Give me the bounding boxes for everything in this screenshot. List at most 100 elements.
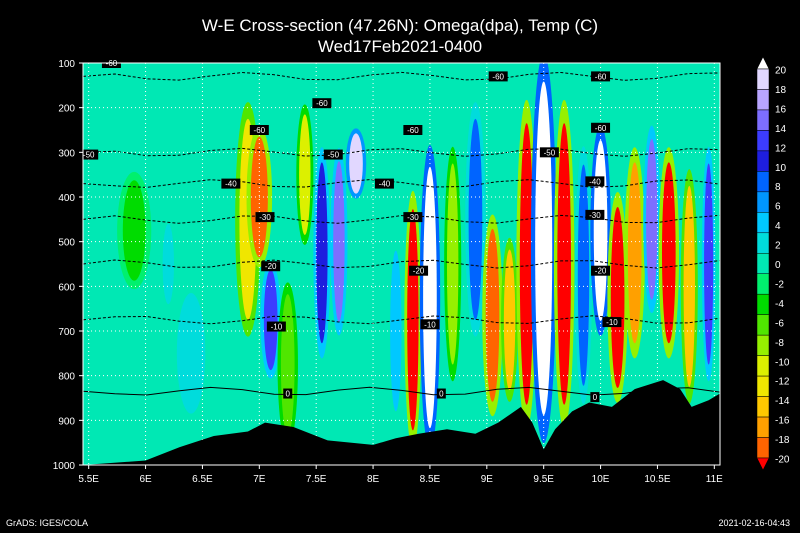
omega-band-core <box>299 114 311 235</box>
colorbar-swatch <box>756 89 770 111</box>
contour-label-box <box>261 261 281 272</box>
contour-label: -30 <box>589 211 601 220</box>
x-tick-label: 9E <box>481 474 494 485</box>
colorbar-label: 18 <box>775 85 787 96</box>
temperature-contour <box>83 386 720 396</box>
omega-band-core <box>519 123 534 405</box>
colorbar-swatch <box>756 253 770 274</box>
omega-band-core <box>610 207 625 388</box>
colorbar-label: -16 <box>775 416 790 427</box>
colorbar-label: -12 <box>775 377 790 388</box>
contour-label-box <box>221 178 241 189</box>
omega-band-core <box>349 133 363 194</box>
omega-band-core <box>577 164 590 386</box>
y-tick-label: 800 <box>58 372 75 383</box>
colorbar-label: 12 <box>775 143 787 154</box>
omega-band-core <box>503 249 516 391</box>
temperature-contour <box>83 179 720 188</box>
colorbar-label: -4 <box>775 299 784 310</box>
contour-label-box <box>602 317 622 328</box>
footer-credit: GrADS: IGES/COLA <box>6 518 89 528</box>
colorbar-swatch <box>756 109 770 131</box>
x-tick-label: 10E <box>592 474 610 485</box>
contour-label: -50 <box>544 148 556 157</box>
contour-label: -10 <box>271 323 283 332</box>
omega-band-core <box>407 209 419 431</box>
contour-label-box <box>255 212 275 223</box>
colorbar-swatch <box>756 191 770 213</box>
x-tick-label: 6.5E <box>192 474 213 485</box>
colorbar-swatch <box>756 56 770 70</box>
contour-label: -60 <box>595 72 607 81</box>
y-tick-label: 700 <box>58 327 75 338</box>
contour-label-box <box>591 122 611 133</box>
colorbar-swatch <box>756 68 770 90</box>
colorbar-swatch <box>756 416 770 438</box>
contour-label: -10 <box>606 318 618 327</box>
x-tick-label: 8E <box>367 474 380 485</box>
colorbar-swatch <box>756 212 770 234</box>
contour-label-box <box>585 209 605 220</box>
contour-label: -20 <box>413 267 425 276</box>
contour-label-box <box>283 388 293 399</box>
contour-label-box <box>488 71 508 82</box>
colorbar-label: -14 <box>775 396 790 407</box>
y-tick-label: 500 <box>58 238 75 249</box>
x-tick-label: 6E <box>139 474 152 485</box>
chart-subtitle: Wed17Feb2021-0400 <box>317 37 483 56</box>
omega-band-core <box>704 163 714 365</box>
contour-label: -60 <box>316 99 328 108</box>
contour-label: -40 <box>225 180 237 189</box>
contour-label: -60 <box>254 126 266 135</box>
terrain-silhouette <box>83 380 720 465</box>
colorbar-swatch <box>756 437 770 459</box>
omega-band-core <box>627 162 642 344</box>
plot-frame <box>82 62 721 466</box>
contour-label-box <box>312 98 332 109</box>
contour-label-box <box>409 265 429 276</box>
colorbar-swatch <box>756 355 770 377</box>
y-tick-label: 900 <box>58 416 75 427</box>
colorbar-label: -10 <box>775 357 790 368</box>
colorbar-label: 4 <box>775 221 781 232</box>
colorbar-label: 14 <box>775 124 787 135</box>
contour-label: 0 <box>593 393 598 402</box>
colorbar-label: -18 <box>775 435 790 446</box>
omega-band-core <box>316 162 328 344</box>
contour-label-box <box>420 319 440 330</box>
contour-label-box <box>590 392 600 403</box>
omega-band-core <box>423 166 437 429</box>
temperature-contour <box>83 259 720 269</box>
omega-band-core <box>162 223 174 305</box>
colorbar-label: -2 <box>775 279 784 290</box>
x-tick-label: 7E <box>253 474 266 485</box>
contour-label: -60 <box>595 124 607 133</box>
contour-label-box <box>539 147 559 158</box>
colorbar-swatch <box>756 171 770 193</box>
y-tick-label: 200 <box>58 104 75 115</box>
contour-label-box <box>585 176 605 187</box>
x-tick-label: 7.5E <box>306 474 327 485</box>
y-tick-label: 100 <box>58 59 75 70</box>
y-tick-label: 600 <box>58 282 75 293</box>
colorbar-label: 2 <box>775 241 781 252</box>
contour-label: -40 <box>379 180 391 189</box>
contour-label: -20 <box>595 267 607 276</box>
colorbar-label: 10 <box>775 163 787 174</box>
colorbar-label: -20 <box>775 455 790 466</box>
contour-label: -50 <box>83 151 95 160</box>
chart-title: W-E Cross-section (47.26N): Omega(dpa), … <box>201 16 599 35</box>
omega-band-core <box>683 185 695 387</box>
contour-label-box <box>266 321 286 332</box>
contour-label-box <box>436 388 446 399</box>
x-tick-label: 5.5E <box>78 474 99 485</box>
colorbar-swatch <box>756 293 770 315</box>
omega-band-core <box>535 81 553 416</box>
omega-band-core <box>485 228 500 402</box>
omega-band-core <box>557 123 571 405</box>
colorbar-label: -6 <box>775 318 784 329</box>
colorbar-swatch <box>756 150 770 172</box>
colorbar-swatch <box>756 314 770 336</box>
contour-label: -60 <box>407 126 419 135</box>
